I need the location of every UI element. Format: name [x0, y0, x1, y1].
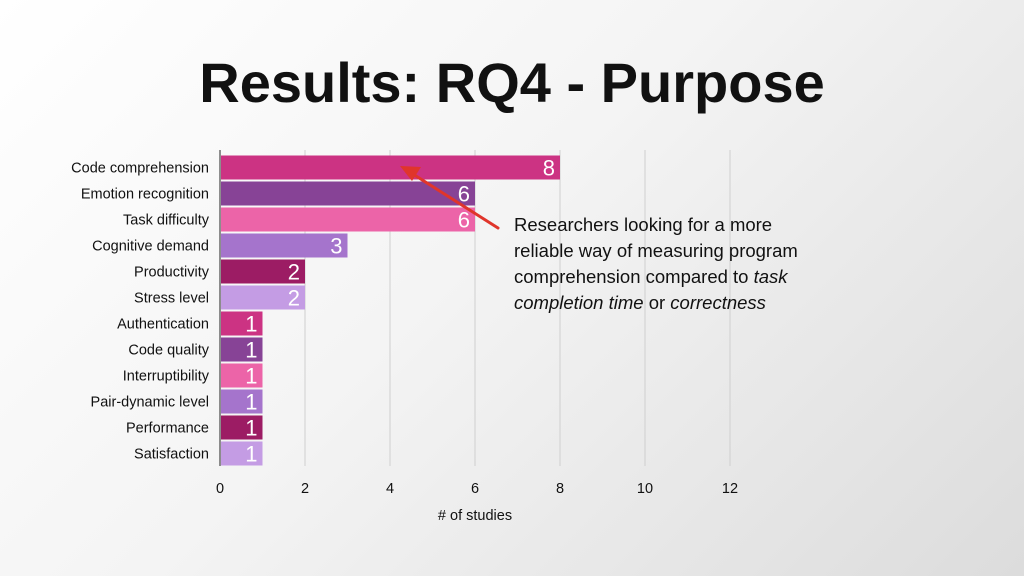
category-label: Performance — [126, 421, 209, 437]
callout-line-1: Researchers looking for a more — [514, 214, 773, 235]
bar-value-label: 6 — [458, 208, 470, 233]
x-tick-label: 12 — [722, 481, 738, 497]
bar — [221, 181, 475, 206]
category-label: Cognitive demand — [92, 239, 209, 255]
x-tick-label: 8 — [556, 481, 564, 497]
x-axis-title: # of studies — [438, 508, 512, 524]
category-label: Task difficulty — [123, 213, 210, 229]
slide-title: Results: RQ4 - Purpose — [199, 51, 825, 114]
arrow-shaft — [414, 174, 500, 230]
callout-text: Researchers looking for a more reliable … — [514, 212, 874, 316]
bar-value-label: 1 — [245, 416, 257, 441]
category-label: Productivity — [134, 265, 210, 281]
bar — [221, 259, 305, 284]
arrow-head — [400, 166, 421, 181]
bar — [221, 311, 263, 336]
bar — [221, 363, 263, 388]
callout-italic-correctness: correctness — [670, 292, 766, 313]
category-label: Pair-dynamic level — [91, 395, 209, 411]
bar — [221, 155, 560, 180]
callout-line-3-prefix: comprehension compared to — [514, 266, 754, 287]
bar-value-label: 1 — [245, 364, 257, 389]
bar-value-label: 6 — [458, 182, 470, 207]
bar — [221, 337, 263, 362]
bar-value-label: 1 — [245, 442, 257, 467]
callout-italic-completion-time: completion time — [514, 292, 644, 313]
bar-value-label: 3 — [330, 234, 342, 259]
bar-value-label: 1 — [245, 338, 257, 363]
bar — [221, 233, 348, 258]
category-label: Emotion recognition — [81, 187, 209, 203]
x-tick-label: 10 — [637, 481, 653, 497]
callout-line-2: reliable way of measuring program — [514, 240, 798, 261]
bar — [221, 207, 475, 232]
bar — [221, 285, 305, 310]
category-label: Interruptibility — [123, 369, 210, 385]
chart-x-tick-labels: 0 2 4 6 8 10 12 — [216, 481, 738, 497]
x-tick-label: 4 — [386, 481, 394, 497]
category-label: Code quality — [128, 343, 209, 359]
category-label: Satisfaction — [134, 447, 209, 463]
bar — [221, 415, 263, 440]
chart-category-labels: Code comprehension Emotion recognition Tas… — [71, 161, 210, 463]
callout-line-4-mid: or — [643, 292, 671, 313]
category-label: Code comprehension — [71, 161, 209, 177]
category-label: Stress level — [134, 291, 209, 307]
x-tick-label: 0 — [216, 481, 224, 497]
bar-value-label: 1 — [245, 312, 257, 337]
bar — [221, 441, 263, 466]
x-tick-label: 6 — [471, 481, 479, 497]
bar-value-label: 2 — [288, 260, 300, 285]
callout-italic-task: task — [753, 266, 788, 287]
bar — [221, 389, 263, 414]
bar-value-label: 1 — [245, 390, 257, 415]
category-label: Authentication — [117, 317, 209, 333]
bar-value-label: 2 — [288, 286, 300, 311]
callout-arrow — [400, 166, 500, 230]
bar-value-label: 8 — [543, 156, 555, 181]
x-tick-label: 2 — [301, 481, 309, 497]
